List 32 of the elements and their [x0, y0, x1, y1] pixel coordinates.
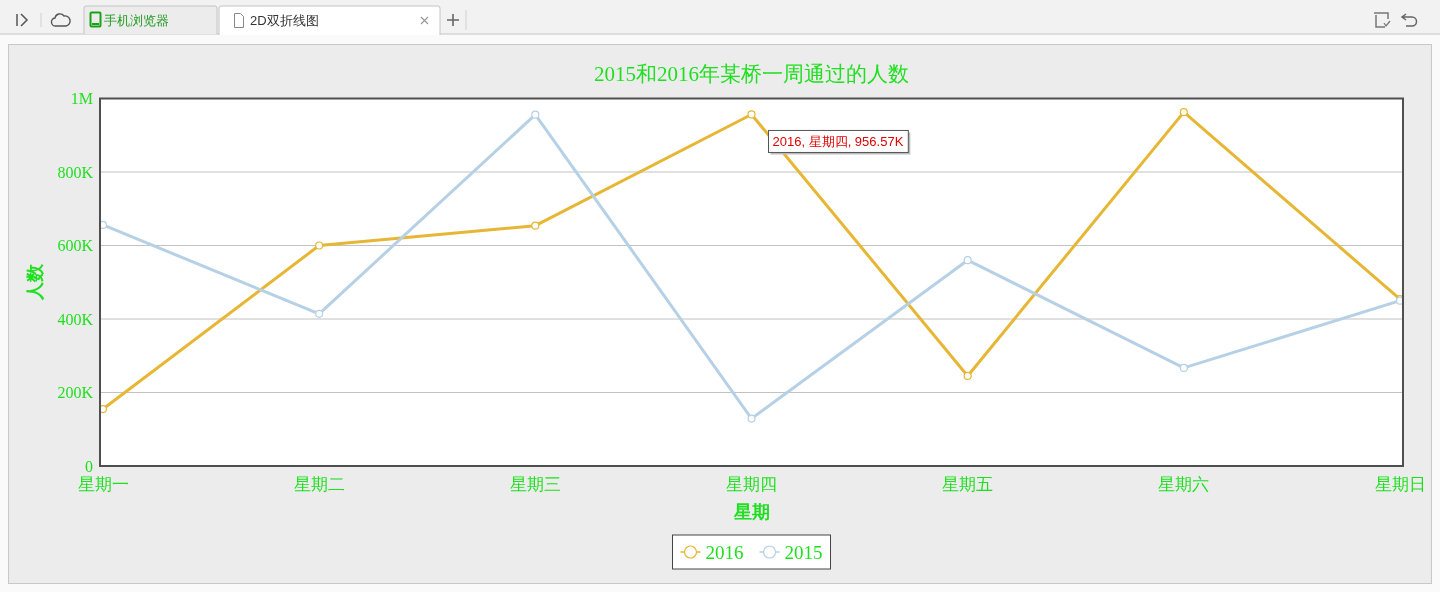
point	[315, 309, 324, 318]
tooltip: 2016, 星期四, 956.57K	[768, 129, 911, 155]
x-tick-label: 星期三	[509, 474, 561, 494]
y-tick-label: 200K	[57, 384, 94, 401]
point	[963, 256, 972, 265]
x-tick-label: 星期六	[1158, 474, 1210, 494]
x-tick-label: 星期四	[726, 474, 777, 494]
point	[1179, 363, 1188, 372]
y-axis-title: 人数	[25, 263, 45, 302]
legend-label: 2016	[705, 541, 744, 563]
x-tick-label: 星期五	[942, 474, 994, 494]
y-tick-label: 400K	[57, 310, 94, 328]
x-tick-label: 星期二	[293, 474, 345, 494]
point	[963, 371, 972, 381]
chart-title: 2015和2016年某桥一周通过的人数	[594, 62, 909, 86]
text: 手机浏览器	[104, 12, 169, 28]
x-tick-label: 星期一	[77, 474, 129, 494]
point	[747, 414, 756, 423]
point	[315, 241, 324, 250]
y-tick-label: 0	[85, 457, 93, 475]
x-tick-label: 星期日	[1374, 474, 1426, 494]
y-tick-label: 1M	[70, 90, 93, 107]
point	[531, 221, 540, 230]
point	[531, 110, 540, 119]
text: 2D双折线图	[250, 12, 319, 28]
x-axis-title: 星期	[732, 502, 770, 522]
point	[747, 110, 756, 119]
annotation: 2016, 星期四, 956.57K	[772, 133, 904, 149]
y-tick-label: 800K	[57, 163, 94, 181]
legend-label: 2015	[784, 541, 823, 563]
point	[1179, 108, 1188, 117]
y-tick-label: 600K	[57, 237, 94, 254]
